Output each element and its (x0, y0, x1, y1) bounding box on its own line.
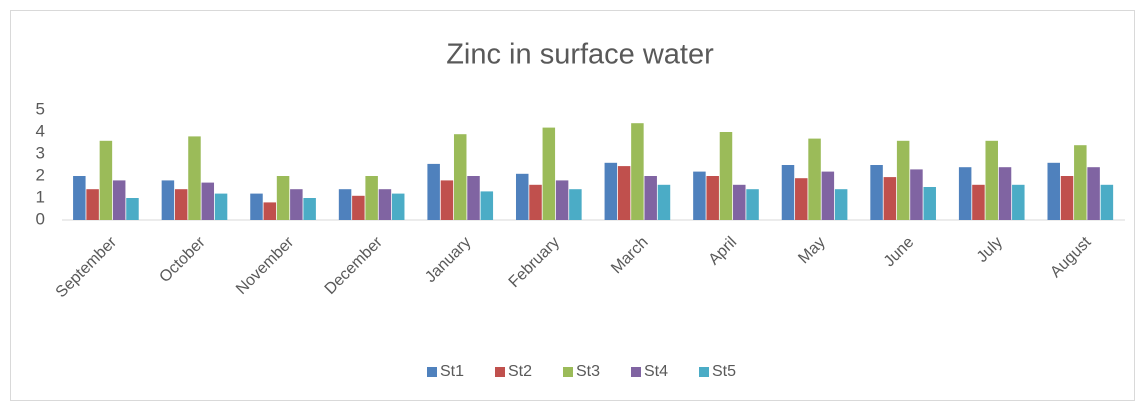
bar (303, 198, 316, 220)
legend-label: St2 (508, 363, 532, 380)
bar (480, 191, 494, 220)
bar (808, 138, 821, 220)
bar (604, 162, 618, 220)
legend-label: St4 (644, 363, 668, 380)
bar (821, 171, 835, 220)
y-tick-label: 4 (36, 121, 45, 140)
bar (910, 169, 923, 220)
y-tick-label: 0 (36, 209, 45, 228)
bar (453, 134, 467, 220)
bar (657, 184, 671, 220)
bar (569, 189, 582, 220)
bar (781, 165, 795, 220)
bar (99, 140, 113, 220)
y-tick-label: 3 (36, 143, 45, 162)
bar (529, 184, 542, 220)
legend-label: St3 (576, 363, 600, 380)
bar (290, 189, 303, 220)
bar (391, 193, 405, 220)
bar (365, 176, 378, 220)
legend-label: St5 (712, 363, 736, 380)
bar (631, 123, 644, 220)
legend-label: St1 (440, 363, 464, 380)
bar (617, 166, 631, 220)
bar (86, 189, 99, 220)
bar (542, 127, 556, 220)
bar (923, 187, 936, 220)
bar (693, 171, 706, 220)
bar (1087, 167, 1100, 220)
bar (188, 136, 201, 220)
bar (896, 140, 910, 220)
bar (719, 132, 733, 220)
y-tick-label: 5 (36, 99, 45, 118)
bar (214, 193, 228, 220)
bar (263, 202, 277, 220)
bar (440, 180, 454, 220)
bar (883, 177, 897, 220)
bar (515, 173, 529, 220)
bar (161, 180, 175, 220)
bar (834, 189, 848, 220)
bar (706, 176, 719, 220)
chart-title: Zinc in surface water (446, 39, 714, 71)
bar (746, 189, 759, 220)
bar (972, 184, 985, 220)
bar (174, 189, 188, 220)
bar (352, 195, 365, 220)
bar (1012, 184, 1025, 220)
bar (467, 176, 480, 220)
bar (338, 189, 352, 220)
bar (1060, 176, 1074, 220)
bar (378, 189, 392, 220)
legend-swatch (631, 367, 641, 377)
bar (250, 193, 263, 220)
bar (795, 178, 808, 220)
bar (1100, 184, 1114, 220)
bar (998, 167, 1012, 220)
legend-swatch (563, 367, 573, 377)
bar (1047, 162, 1060, 220)
bar (427, 163, 440, 220)
bar (276, 176, 290, 220)
bar (870, 165, 883, 220)
legend-swatch (495, 367, 505, 377)
bar (1074, 145, 1087, 220)
bar (985, 140, 998, 220)
legend-swatch (427, 367, 437, 377)
y-tick-label: 1 (36, 187, 45, 206)
bar (644, 176, 657, 220)
legend-swatch (699, 367, 709, 377)
bar (201, 182, 215, 220)
bar (555, 180, 569, 220)
bar (733, 184, 746, 220)
y-tick-label: 2 (36, 165, 45, 184)
bar (112, 180, 126, 220)
bar (958, 167, 972, 220)
bar (126, 198, 139, 220)
bar (73, 176, 86, 220)
